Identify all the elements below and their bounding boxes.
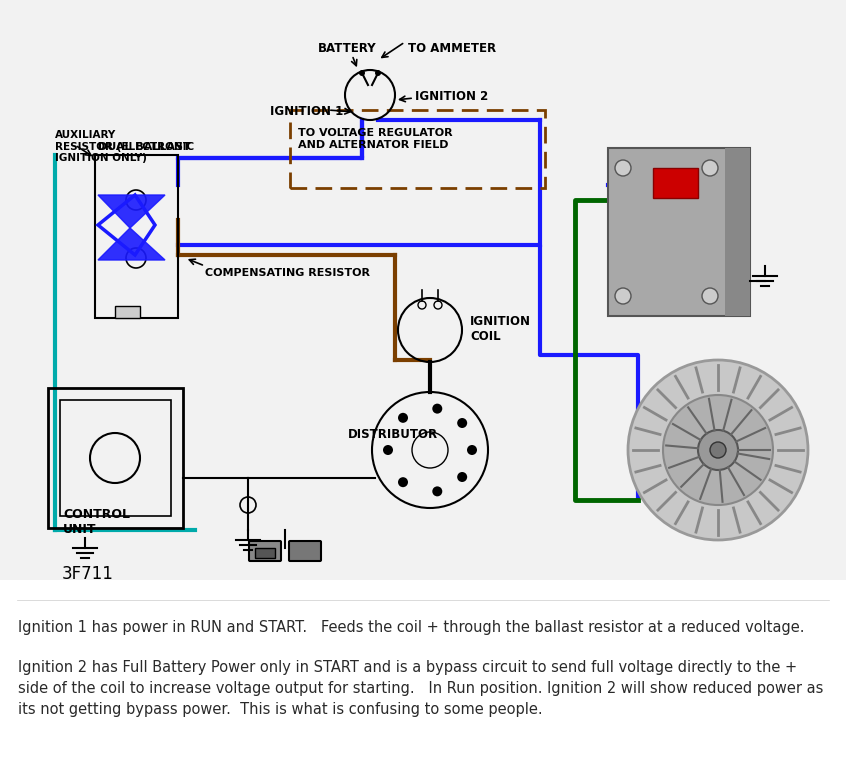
Bar: [48, 388, 183, 528]
Text: AUXILIARY
RESISTOR (ELECTRONIC
IGNITION ONLY): AUXILIARY RESISTOR (ELECTRONIC IGNITION …: [55, 130, 194, 163]
Text: BATTERY: BATTERY: [318, 42, 376, 55]
Circle shape: [628, 360, 808, 540]
FancyBboxPatch shape: [289, 541, 321, 561]
Text: 3F711: 3F711: [62, 565, 114, 583]
Circle shape: [615, 288, 631, 304]
Circle shape: [398, 412, 408, 423]
Bar: [95, 155, 178, 318]
Circle shape: [432, 403, 442, 414]
Circle shape: [375, 70, 381, 76]
Circle shape: [702, 160, 718, 176]
Text: DUAL BALLAST: DUAL BALLAST: [98, 142, 190, 152]
Text: TO VOLTAGE REGULATOR
AND ALTERNATOR FIELD: TO VOLTAGE REGULATOR AND ALTERNATOR FIEL…: [298, 128, 453, 150]
Circle shape: [432, 486, 442, 496]
Text: COMPENSATING RESISTOR: COMPENSATING RESISTOR: [205, 268, 370, 278]
Bar: [0, 0, 846, 580]
Text: IGNITION
COIL: IGNITION COIL: [470, 315, 531, 343]
Polygon shape: [98, 195, 165, 228]
Circle shape: [467, 445, 477, 455]
FancyBboxPatch shape: [249, 541, 281, 561]
Circle shape: [457, 418, 467, 428]
Bar: [608, 148, 750, 316]
FancyBboxPatch shape: [255, 548, 275, 558]
Bar: [115, 306, 140, 318]
Circle shape: [359, 70, 365, 76]
Circle shape: [383, 445, 393, 455]
Bar: [290, 110, 545, 188]
Circle shape: [398, 477, 408, 487]
Circle shape: [663, 395, 773, 505]
Text: CONTROL
UNIT: CONTROL UNIT: [63, 508, 130, 536]
Bar: [60, 400, 171, 516]
Text: IGNITION 2: IGNITION 2: [415, 90, 488, 103]
Circle shape: [457, 472, 467, 482]
Bar: [653, 168, 698, 198]
Circle shape: [710, 442, 726, 458]
Text: TO AMMETER: TO AMMETER: [408, 42, 496, 55]
Text: Ignition 2 has Full Battery Power only in START and is a bypass circuit to send : Ignition 2 has Full Battery Power only i…: [18, 660, 823, 717]
Circle shape: [615, 160, 631, 176]
Text: IGNITION 1: IGNITION 1: [270, 105, 343, 118]
Bar: [725, 148, 750, 316]
Polygon shape: [98, 228, 165, 260]
Text: Ignition 1 has power in RUN and START.   Feeds the coil + through the ballast re: Ignition 1 has power in RUN and START. F…: [18, 620, 805, 635]
Circle shape: [698, 430, 738, 470]
Circle shape: [702, 288, 718, 304]
Text: DISTRIBUTOR: DISTRIBUTOR: [348, 428, 438, 441]
